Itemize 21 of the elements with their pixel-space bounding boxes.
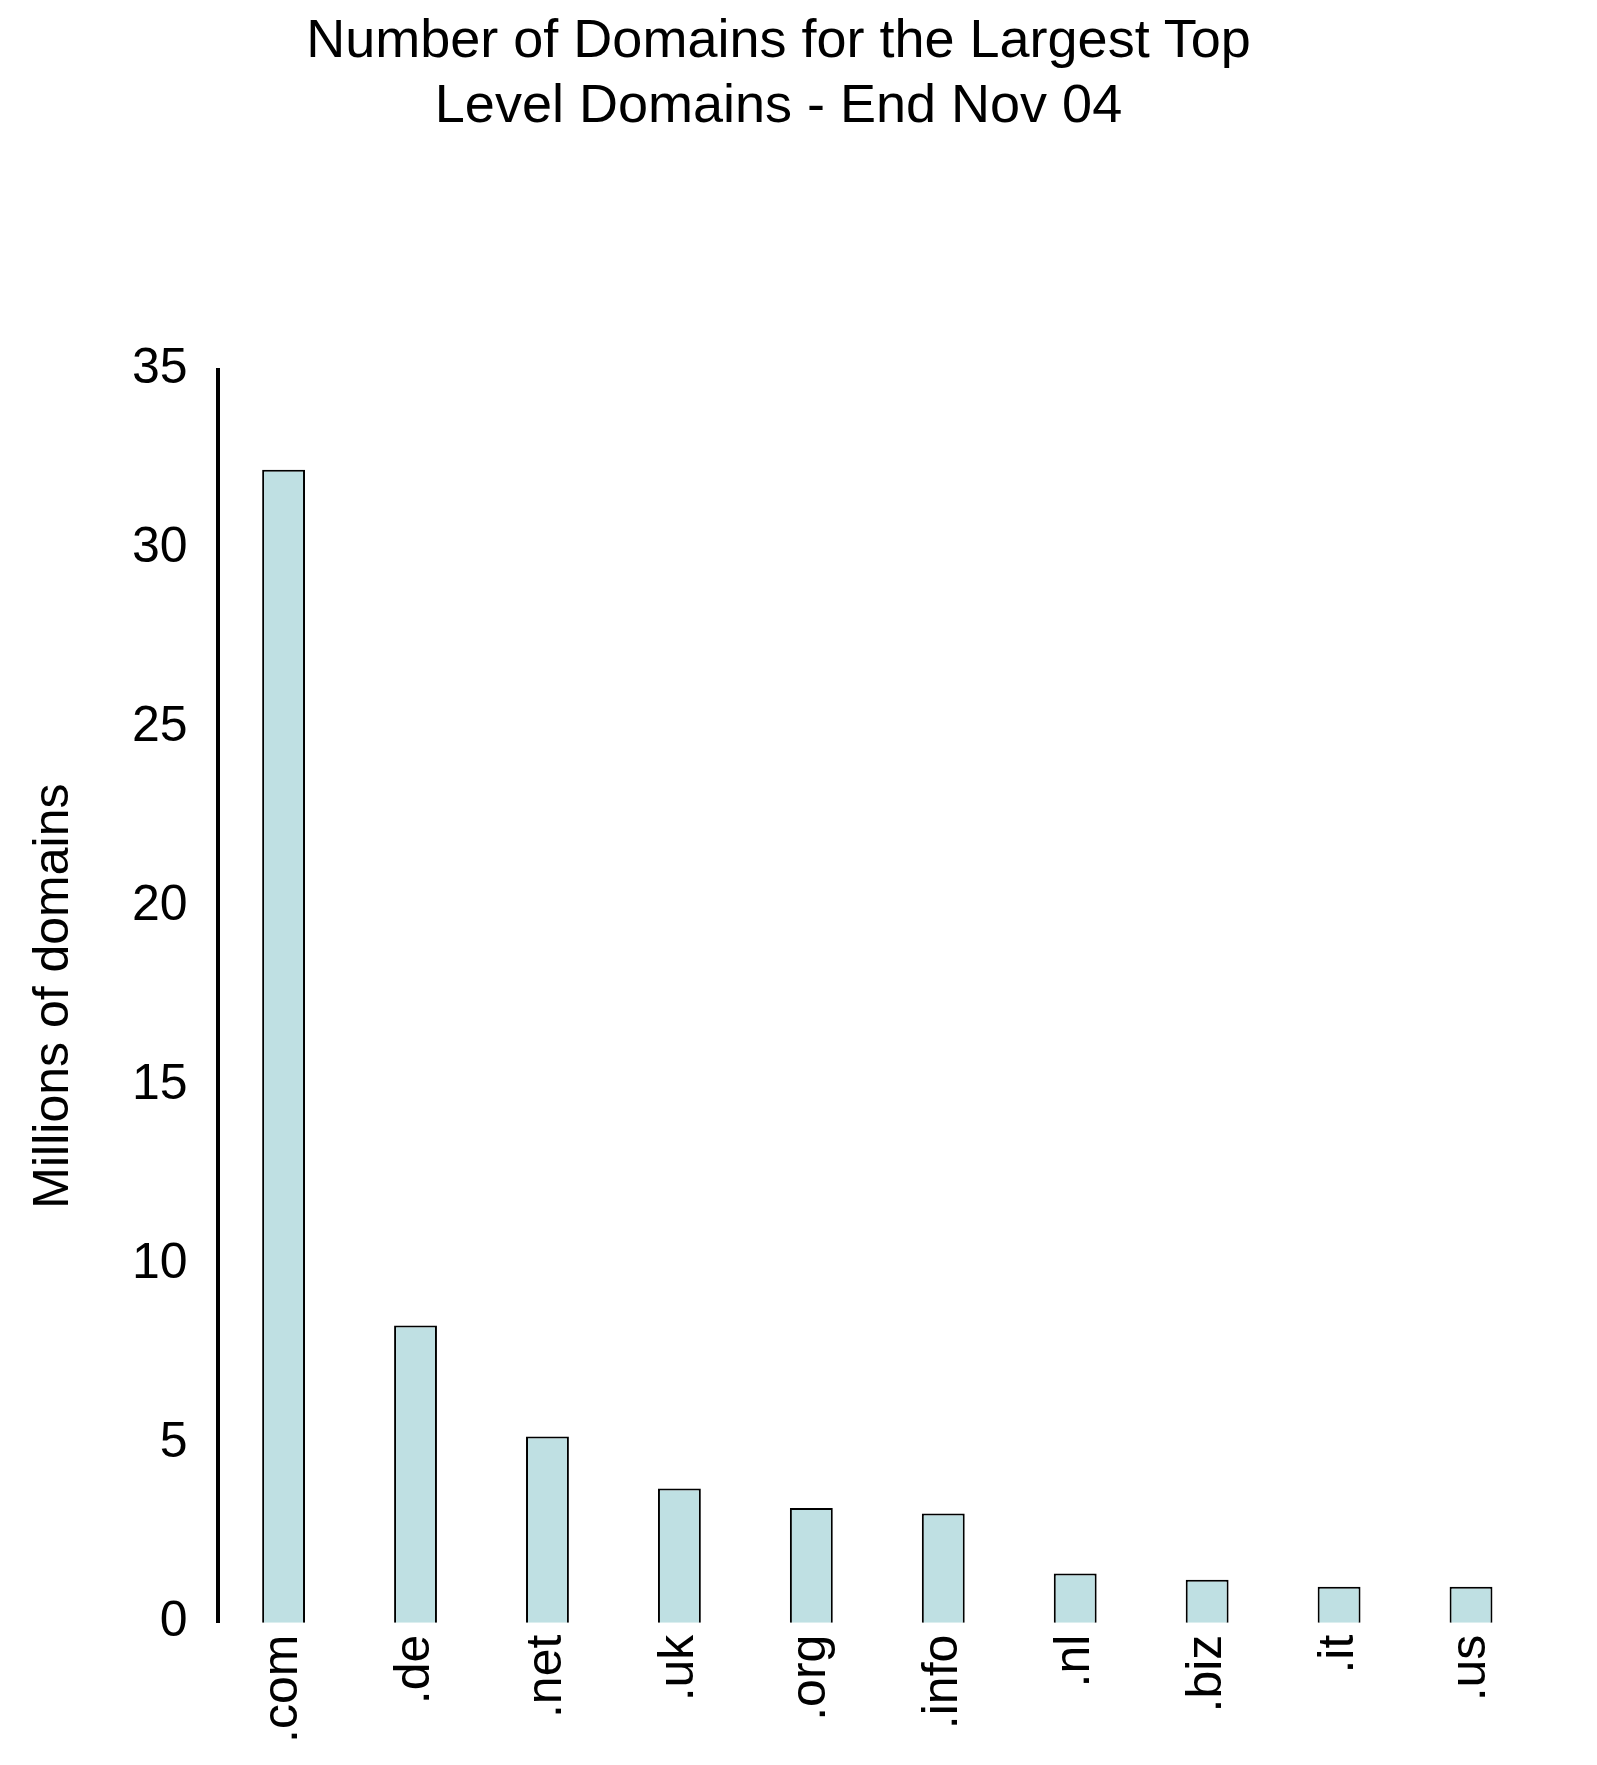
y-tick-label: 20 [131, 875, 188, 932]
x-tick-label: .info [912, 1634, 969, 1730]
x-tick-label: .com [252, 1634, 309, 1744]
y-axis-title: Millions of domains [22, 783, 79, 1209]
text: Level Domains - End Nov 04 [434, 73, 1123, 134]
y-tick-label: 0 [159, 1591, 188, 1648]
x-tick-label: .biz [1175, 1634, 1232, 1713]
x-tick-label: .uk [648, 1633, 705, 1702]
y-tick-label: 5 [159, 1412, 188, 1469]
y-tick-label: 35 [131, 338, 188, 395]
x-tick-label: .it [1307, 1634, 1364, 1674]
x-tick-label: .net [516, 1634, 573, 1719]
y-tick-label: 15 [131, 1054, 188, 1111]
x-tick-label: .nl [1044, 1634, 1100, 1688]
x-tick-label: .de [384, 1634, 441, 1705]
y-tick-label: 30 [131, 517, 188, 574]
y-tick-label: 25 [131, 696, 188, 753]
text: Number of Domains for the Largest Top [306, 8, 1251, 69]
y-tick-label: 10 [131, 1233, 188, 1290]
x-tick-label: .us [1439, 1634, 1496, 1702]
x-tick-label: .org [780, 1634, 837, 1721]
